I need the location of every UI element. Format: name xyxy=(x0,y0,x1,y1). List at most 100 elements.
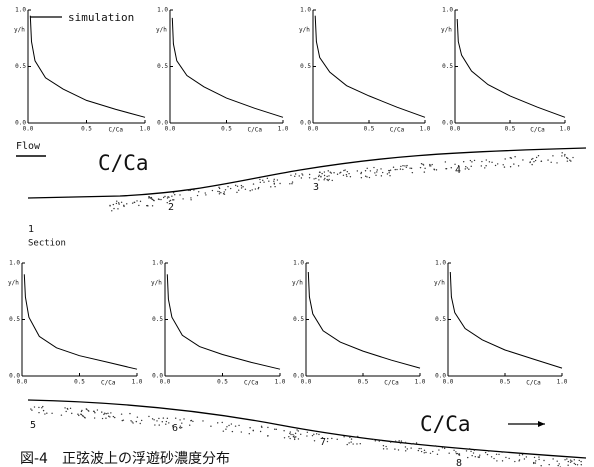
sediment-dot xyxy=(441,447,444,449)
sediment-dot xyxy=(146,204,148,207)
sediment-dot xyxy=(567,460,570,463)
sediment-dot xyxy=(162,417,165,419)
sediment-dot xyxy=(156,420,158,422)
sediment-dot xyxy=(308,177,311,179)
sediment-dot xyxy=(319,171,321,174)
sediment-dot xyxy=(166,197,169,199)
y-tick-label: 0.0 xyxy=(293,373,304,380)
sediment-dot xyxy=(151,418,154,420)
sediment-dot xyxy=(458,453,461,455)
sediment-dot xyxy=(357,435,359,438)
sediment-dot xyxy=(342,174,345,176)
sediment-dot xyxy=(436,445,438,448)
sediment-dot xyxy=(569,461,572,463)
sediment-dot xyxy=(227,185,229,188)
sediment-dot xyxy=(346,171,349,173)
sediment-dot xyxy=(345,174,348,176)
sediment-dot xyxy=(518,460,520,462)
sediment-dot xyxy=(420,163,423,165)
sediment-dot xyxy=(372,438,375,441)
sediment-dot xyxy=(166,201,168,204)
sediment-dot xyxy=(183,418,185,420)
sediment-dot xyxy=(498,453,500,456)
sediment-dot xyxy=(260,425,263,427)
sediment-dot xyxy=(182,198,184,200)
sediment-dot xyxy=(470,165,472,168)
sediment-dot xyxy=(564,459,566,461)
sediment-dot xyxy=(67,408,69,410)
sediment-dot xyxy=(251,189,253,191)
y-tick-label: 1.0 xyxy=(152,260,163,267)
sediment-dot xyxy=(464,168,467,170)
sediment-dot xyxy=(257,188,259,190)
sediment-dot xyxy=(532,157,534,160)
sediment-dot xyxy=(172,199,174,201)
sediment-dot xyxy=(525,456,528,458)
sediment-dot xyxy=(424,167,426,170)
sediment-dot xyxy=(478,456,481,458)
sediment-dot xyxy=(317,175,320,178)
sediment-dot xyxy=(110,412,112,414)
sediment-dot xyxy=(236,191,238,194)
x-axis-label: C/Ca xyxy=(530,127,545,134)
sediment-dot xyxy=(289,183,291,185)
sediment-dot xyxy=(93,410,95,413)
sediment-dot xyxy=(493,457,495,460)
sediment-dot xyxy=(430,165,432,167)
sediment-dot xyxy=(381,171,384,174)
sediment-dot xyxy=(262,179,264,182)
caption: 図-4 正弦波上の浮遊砂濃度分布 xyxy=(20,451,230,467)
section-number: 1 xyxy=(28,224,34,235)
y-tick-label: 0.0 xyxy=(157,120,168,127)
sediment-dot xyxy=(71,412,73,415)
sediment-dot xyxy=(295,436,297,438)
sediment-dot xyxy=(566,156,568,159)
sediment-dot xyxy=(323,171,326,173)
sediment-dot xyxy=(193,189,195,191)
sediment-dot xyxy=(508,457,510,460)
sediment-dot xyxy=(405,450,407,452)
sediment-dot xyxy=(139,422,141,425)
series-line xyxy=(449,271,563,369)
sediment-dot xyxy=(548,463,550,466)
sediment-dot xyxy=(297,430,299,432)
sediment-dot xyxy=(259,430,262,433)
sediment-dot xyxy=(356,170,359,172)
sediment-dot xyxy=(240,187,243,189)
sediment-dot xyxy=(313,433,315,435)
sediment-dot xyxy=(534,159,537,162)
sediment-dot xyxy=(82,415,84,417)
sediment-dot xyxy=(158,417,160,420)
sediment-dot xyxy=(225,428,227,430)
sediment-dot xyxy=(283,430,285,432)
x-tick-label: 1.0 xyxy=(140,126,151,133)
bed-profile xyxy=(27,399,587,459)
section-number: 7 xyxy=(320,437,326,448)
sediment-dot xyxy=(557,464,559,467)
sediment-dot xyxy=(242,186,244,188)
sediment-dot xyxy=(438,449,440,451)
sediment-dot xyxy=(179,419,181,421)
sediment-dot xyxy=(349,436,351,439)
sediment-dot xyxy=(211,189,214,192)
sediment-dot xyxy=(318,433,320,436)
x-axis-label: C/Ca xyxy=(390,127,405,134)
sediment-dot xyxy=(573,462,575,465)
sediment-dot xyxy=(580,464,582,466)
sediment-dot xyxy=(469,448,471,450)
sediment-dot xyxy=(547,159,549,161)
sediment-dot xyxy=(481,160,483,163)
sediment-dot xyxy=(187,189,190,192)
sediment-dot xyxy=(474,455,476,458)
sediment-dot xyxy=(101,411,103,413)
sediment-dot xyxy=(389,175,391,177)
sediment-dot xyxy=(375,174,377,177)
sediment-dot xyxy=(346,443,348,446)
sediment-dot xyxy=(258,186,260,189)
sediment-dot xyxy=(531,163,533,166)
sediment-dot xyxy=(405,166,408,168)
sediment-dot xyxy=(31,409,33,411)
x-axis-label: C/Ca xyxy=(101,380,116,387)
y-tick-label: 0.0 xyxy=(9,373,20,380)
sediment-dot xyxy=(84,417,86,419)
